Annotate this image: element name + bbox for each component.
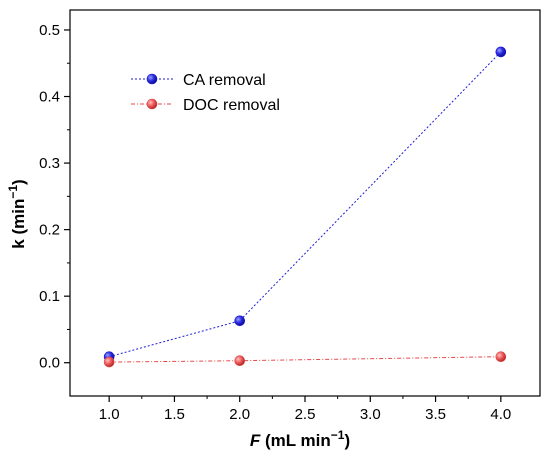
x-axis-title: F (mL min−1) (250, 428, 350, 450)
y-tick-label: 0.1 (39, 288, 60, 305)
series-line-doc-removal (109, 356, 501, 363)
data-point-doc-removal (103, 356, 115, 368)
data-point-ca-removal (495, 46, 507, 58)
x-tick-label: 4.0 (490, 406, 511, 423)
legend-label: DOC removal (183, 97, 280, 114)
y-tick-label: 0.0 (39, 355, 60, 372)
y-tick-label: 0.4 (39, 89, 60, 106)
legend-marker (146, 98, 158, 110)
x-tick-label: 3.5 (425, 406, 446, 423)
y-axis-title-close: ) (9, 179, 28, 185)
x-tick-label: 3.0 (360, 406, 381, 423)
x-axis-title-unit: (mL min (260, 431, 331, 450)
x-axis-title-var: F (250, 431, 261, 450)
data-point-doc-removal (495, 351, 507, 363)
plot-frame (69, 9, 541, 397)
series-line-ca-removal (109, 51, 502, 358)
x-axis-title-sup: −1 (331, 428, 345, 442)
x-tick-label: 1.5 (164, 406, 185, 423)
y-axis-title: k (min−1) (6, 179, 28, 248)
x-tick-label: 1.0 (99, 406, 120, 423)
x-tick-label: 2.5 (295, 406, 316, 423)
legend-label: CA removal (183, 72, 266, 89)
x-tick-label: 2.0 (229, 406, 250, 423)
y-tick-label: 0.5 (39, 22, 60, 39)
y-axis-title-sup: −1 (6, 185, 20, 199)
legend-marker (146, 73, 158, 85)
y-tick-label: 0.2 (39, 222, 60, 239)
y-tick-label: 0.3 (39, 155, 60, 172)
x-axis-title-close: ) (344, 431, 350, 450)
data-point-ca-removal (234, 315, 246, 327)
data-point-doc-removal (234, 355, 246, 367)
y-axis-title-main: k (min (9, 199, 28, 249)
